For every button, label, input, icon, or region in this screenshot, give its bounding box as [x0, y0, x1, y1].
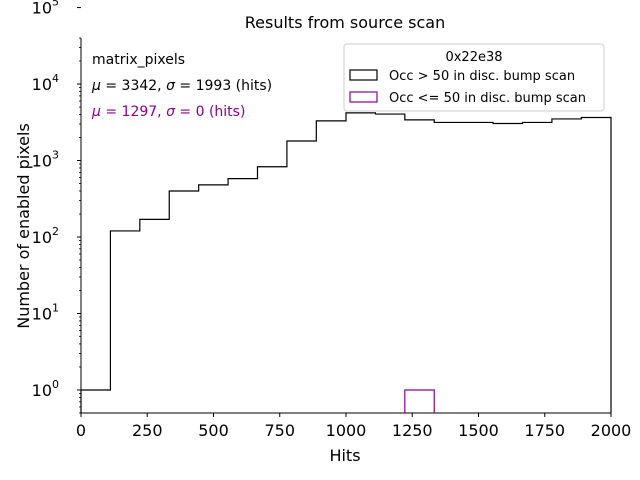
y-tick-label: 105 — [32, 0, 59, 18]
x-tick-label: 500 — [198, 421, 229, 440]
x-tick-label: 1000 — [326, 421, 367, 440]
y-tick-label: 104 — [32, 72, 59, 94]
annotation-stats-1: μ = 3342, σ = 1993 (hits) — [91, 78, 272, 94]
legend-title: 0x22e38 — [445, 50, 502, 65]
x-tick-label: 750 — [264, 421, 295, 440]
y-tick-label: 100 — [32, 378, 59, 400]
annotation-name: matrix_pixels — [92, 52, 185, 68]
x-tick-label: 2000 — [591, 421, 632, 440]
y-tick-label: 102 — [32, 225, 59, 247]
x-tick-label: 250 — [132, 421, 163, 440]
x-tick-label: 1500 — [458, 421, 499, 440]
y-tick-exponent: 0 — [52, 378, 59, 391]
legend-label-2: Occ <= 50 in disc. bump scan — [389, 91, 586, 106]
x-axis-label: Hits — [329, 446, 360, 465]
y-tick-label: 101 — [32, 301, 59, 323]
legend: 0x22e38 Occ > 50 in disc. bump scan Occ <… — [343, 43, 605, 112]
y-tick-exponent: 5 — [52, 0, 59, 9]
y-tick-exponent: 1 — [52, 301, 59, 314]
x-axis-ticks: 0 250 500 750 1000 1250 1500 1750 2000 — [76, 413, 631, 440]
histogram-series-2 — [404, 389, 435, 413]
legend-frame — [343, 43, 605, 112]
annotation-stats-2: μ = 1297, σ = 0 (hits) — [91, 104, 245, 120]
x-tick-label: 0 — [76, 421, 86, 440]
x-tick-label: 1750 — [524, 421, 565, 440]
legend-label-1: Occ > 50 in disc. bump scan — [389, 69, 575, 84]
y-tick-exponent: 2 — [52, 225, 59, 238]
series-layer — [80, 112, 612, 413]
y-axis-label: Number of enabled pixels — [14, 123, 33, 329]
legend-swatch-2 — [349, 91, 378, 103]
legend-swatch-1 — [349, 69, 378, 81]
y-tick-label: 103 — [32, 149, 59, 171]
chart-title: Results from source scan — [245, 13, 445, 32]
y-tick-exponent: 4 — [52, 72, 59, 85]
stats-annotations: matrix_pixels μ = 3342, σ = 1993 (hits) μ… — [91, 52, 272, 120]
y-tick-exponent: 3 — [52, 149, 59, 162]
histogram-series-1 — [80, 112, 612, 413]
x-tick-label: 1250 — [392, 421, 433, 440]
